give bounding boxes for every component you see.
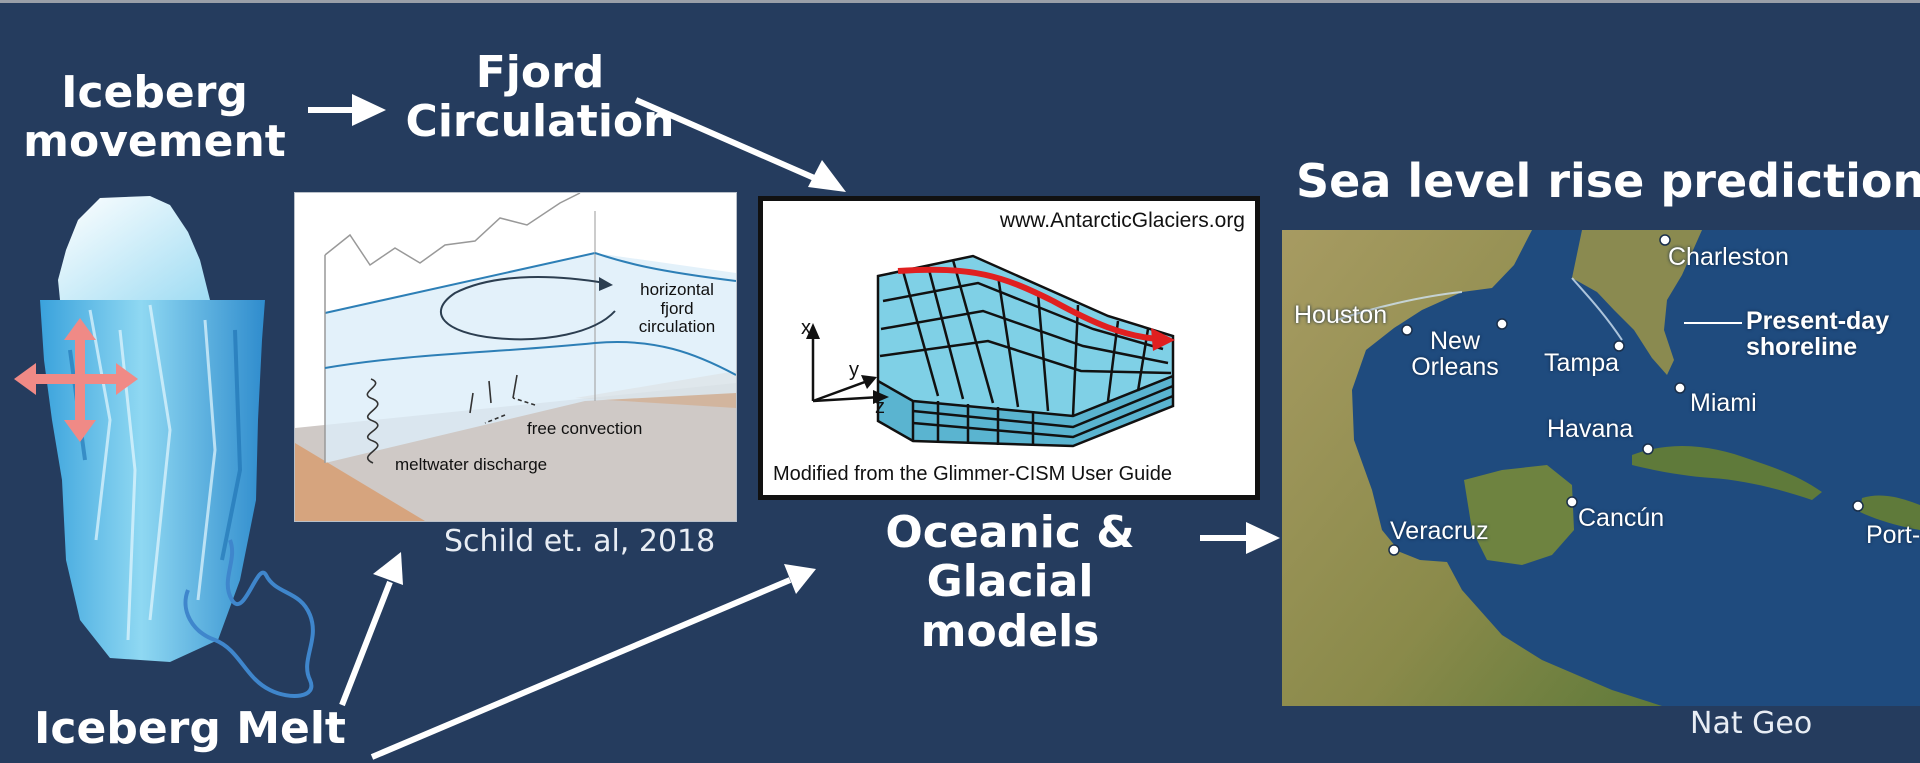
arrow-melt-to-models bbox=[370, 577, 792, 760]
yucatan bbox=[1464, 465, 1574, 565]
axis-x-label: x bbox=[801, 317, 811, 339]
map-credit: Nat Geo bbox=[1690, 706, 1813, 741]
us-land bbox=[1282, 230, 1662, 706]
iceberg-movement-label: Iceberg movement bbox=[23, 67, 286, 168]
horizontal-circulation-label: horizontal fjord circulation bbox=[638, 280, 716, 337]
present-day-shoreline-label: Present-day shoreline bbox=[1746, 307, 1890, 362]
iceberg-submerged bbox=[40, 300, 265, 662]
cuba bbox=[1632, 445, 1822, 500]
glacial-model-figure: www.AntarcticGlaciers.org x y z Modified… bbox=[758, 196, 1260, 500]
axis-z-label: z bbox=[875, 396, 885, 418]
plume-spiral bbox=[366, 378, 379, 464]
movement-arrows-icon bbox=[14, 318, 138, 442]
window-top-bar bbox=[0, 0, 1920, 3]
iceberg-melt-label: Iceberg Melt bbox=[34, 703, 346, 754]
model-source-url: www.AntarcticGlaciers.org bbox=[999, 209, 1245, 232]
melt-water-line bbox=[183, 539, 315, 698]
ice-flow-arrow bbox=[897, 266, 1159, 342]
florida bbox=[1572, 230, 1702, 375]
city-port: Port- bbox=[1866, 521, 1920, 549]
city-veracruz: Veracruz bbox=[1390, 517, 1489, 545]
axis-y-label: y bbox=[849, 359, 859, 381]
sea-level-map: Charleston Houston New Orleans Tampa Mia… bbox=[1282, 230, 1920, 706]
city-houston: Houston bbox=[1294, 301, 1388, 329]
city-tampa: Tampa bbox=[1544, 349, 1620, 377]
arrow-fjord-to-models bbox=[634, 97, 830, 187]
city-new-orleans: New Orleans bbox=[1411, 327, 1499, 382]
city-charleston: Charleston bbox=[1668, 243, 1789, 271]
sea-level-title: Sea level rise predictions bbox=[1296, 154, 1920, 208]
city-miami: Miami bbox=[1690, 389, 1757, 417]
iceberg-tip bbox=[58, 196, 210, 300]
arrow-melt-to-fjord bbox=[339, 580, 393, 707]
city-cancun: Cancún bbox=[1578, 504, 1665, 532]
free-convection-label: free convection bbox=[527, 419, 643, 438]
city-havana: Havana bbox=[1547, 415, 1634, 443]
fjord-circulation-label: Fjord Circulation bbox=[405, 47, 675, 148]
model-caption: Modified from the Glimmer-CISM User Guid… bbox=[773, 463, 1172, 485]
meltwater-discharge-label: meltwater discharge bbox=[395, 455, 548, 474]
oceanic-glacial-models-label: Oceanic & Glacial models bbox=[885, 507, 1135, 657]
hispaniola bbox=[1860, 495, 1920, 530]
iceberg-illustration bbox=[14, 196, 315, 698]
fjord-figure-credit: Schild et. al, 2018 bbox=[444, 524, 716, 559]
fjord-circulation-figure: horizontal fjord circulation free convec… bbox=[294, 192, 737, 522]
